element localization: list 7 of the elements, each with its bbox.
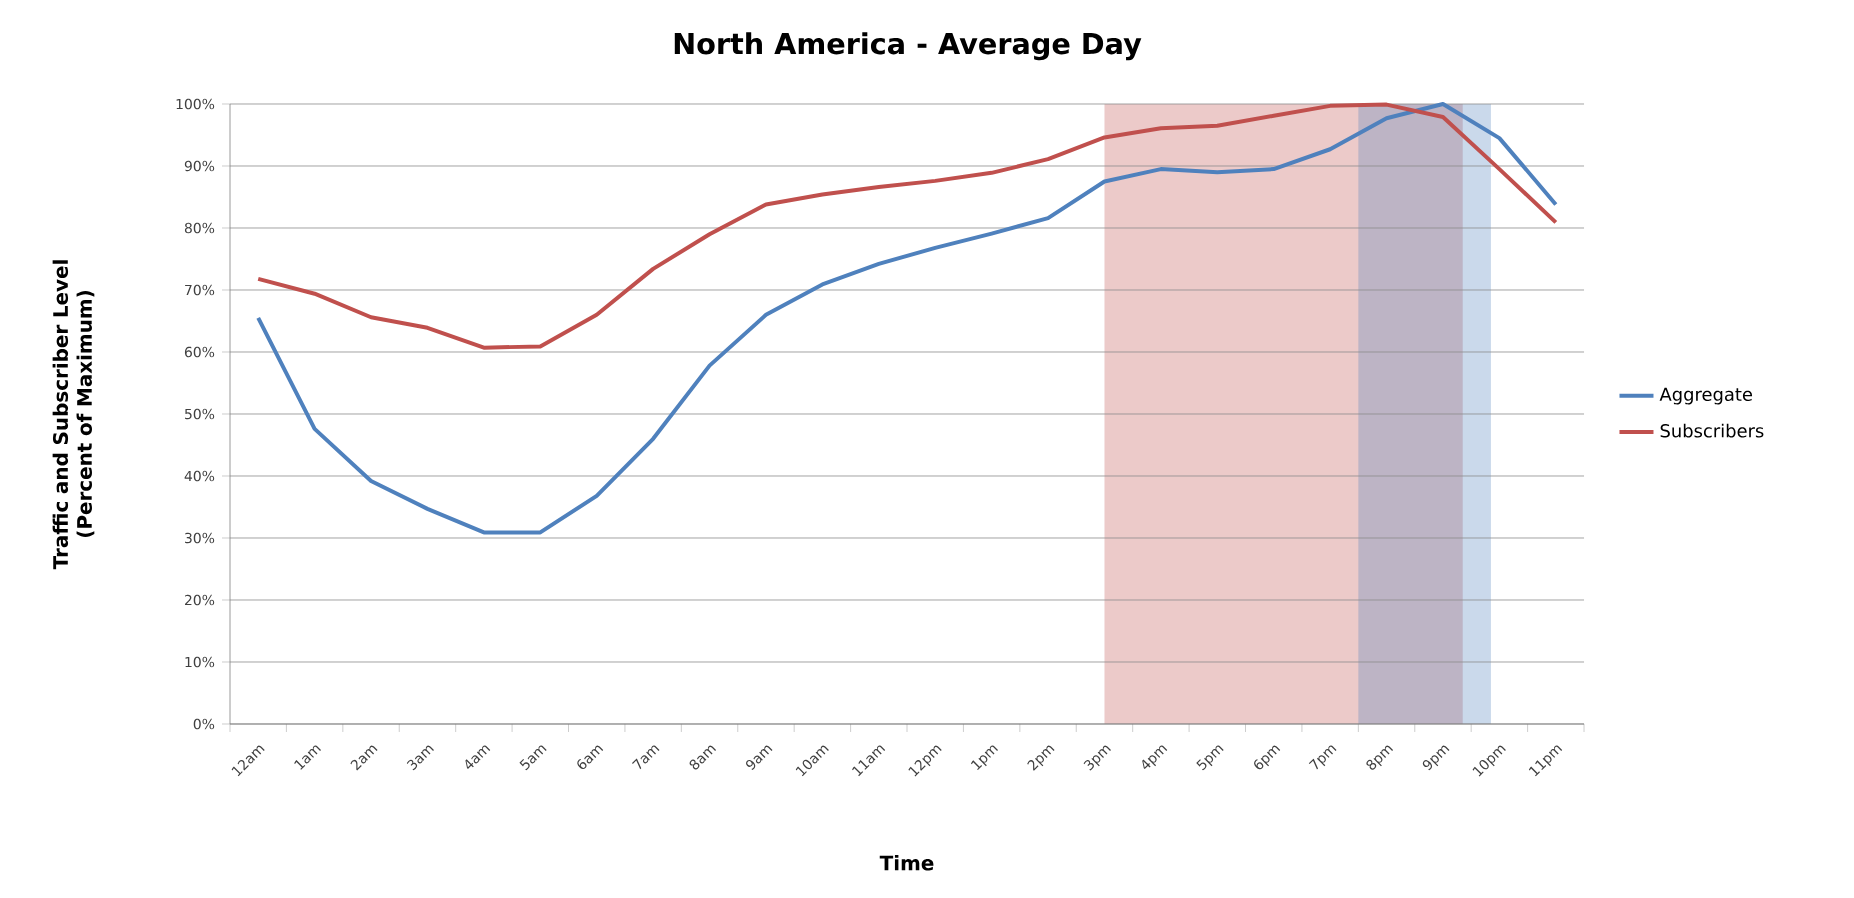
x-axis-title: Time: [879, 855, 934, 871]
legend-label: Subscribers: [1660, 423, 1764, 438]
line-series: [256, 101, 1558, 535]
line-series: [256, 102, 1558, 350]
chart-title: North America - Average Day: [674, 32, 1142, 61]
legend-label: Aggregate: [1659, 387, 1753, 405]
y-axis-title: Traffic and Subscriber Level (Percent of Maximum): [52, 260, 95, 570]
